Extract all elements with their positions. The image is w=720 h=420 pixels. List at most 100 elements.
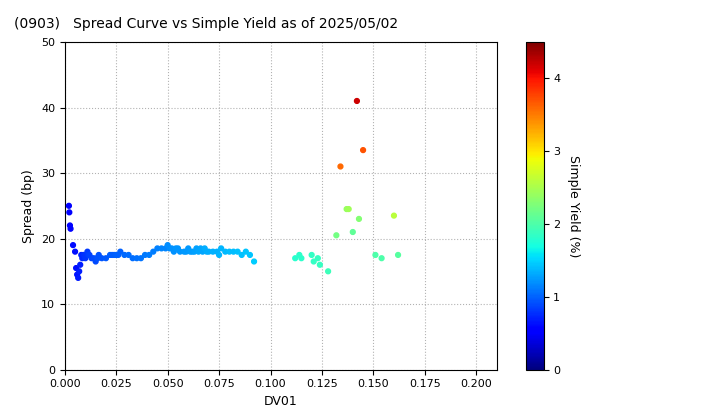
Y-axis label: Simple Yield (%): Simple Yield (%) bbox=[567, 155, 580, 257]
Point bbox=[296, 255, 307, 262]
Point bbox=[156, 245, 167, 252]
Point bbox=[220, 248, 231, 255]
Point bbox=[84, 252, 95, 258]
Point bbox=[201, 248, 212, 255]
Point bbox=[164, 245, 176, 252]
Point bbox=[191, 245, 202, 252]
Point bbox=[323, 268, 334, 275]
Point bbox=[388, 212, 400, 219]
Point bbox=[392, 252, 404, 258]
Point bbox=[213, 252, 225, 258]
Point bbox=[312, 255, 323, 262]
Point bbox=[80, 255, 91, 262]
Point bbox=[199, 245, 210, 252]
Point bbox=[248, 258, 260, 265]
Point bbox=[160, 245, 171, 252]
Point bbox=[71, 271, 83, 278]
Point bbox=[224, 248, 235, 255]
Point bbox=[78, 252, 89, 258]
Point bbox=[96, 255, 107, 262]
Point bbox=[189, 248, 200, 255]
Point bbox=[104, 252, 116, 258]
Point bbox=[63, 202, 75, 209]
Point bbox=[86, 255, 97, 262]
Point bbox=[341, 206, 352, 213]
Text: (0903)   Spread Curve vs Simple Yield as of 2025/05/02: (0903) Spread Curve vs Simple Yield as o… bbox=[14, 17, 399, 31]
Point bbox=[347, 228, 359, 235]
Point bbox=[74, 261, 86, 268]
Point bbox=[186, 248, 198, 255]
Point bbox=[110, 252, 122, 258]
Point bbox=[184, 248, 196, 255]
Point bbox=[100, 255, 112, 262]
Point bbox=[131, 255, 143, 262]
Point bbox=[112, 252, 124, 258]
Point bbox=[76, 252, 87, 258]
Point bbox=[166, 245, 178, 252]
Point bbox=[143, 252, 155, 258]
Point bbox=[152, 245, 163, 252]
Point bbox=[168, 248, 179, 255]
Point bbox=[195, 245, 207, 252]
Point bbox=[63, 209, 75, 216]
Point bbox=[351, 97, 363, 104]
Point bbox=[76, 255, 88, 262]
Point bbox=[88, 255, 99, 262]
X-axis label: DV01: DV01 bbox=[264, 395, 297, 408]
Point bbox=[65, 226, 76, 232]
Point bbox=[123, 252, 135, 258]
Point bbox=[215, 245, 227, 252]
Point bbox=[179, 248, 190, 255]
Y-axis label: Spread (bp): Spread (bp) bbox=[22, 169, 35, 243]
Point bbox=[81, 252, 92, 258]
Point bbox=[170, 245, 181, 252]
Point bbox=[289, 255, 301, 262]
Point bbox=[369, 252, 381, 258]
Point bbox=[376, 255, 387, 262]
Point bbox=[314, 261, 325, 268]
Point bbox=[92, 255, 104, 262]
Point bbox=[90, 258, 102, 265]
Point bbox=[107, 252, 118, 258]
Point bbox=[335, 163, 346, 170]
Point bbox=[162, 242, 174, 249]
Point bbox=[244, 252, 256, 258]
Point bbox=[148, 248, 159, 255]
Point bbox=[71, 265, 82, 271]
Point bbox=[64, 222, 76, 229]
Point bbox=[182, 245, 194, 252]
Point bbox=[135, 255, 147, 262]
Point bbox=[83, 252, 94, 258]
Point bbox=[174, 248, 186, 255]
Point bbox=[306, 252, 318, 258]
Point bbox=[127, 255, 138, 262]
Point bbox=[203, 248, 215, 255]
Point bbox=[119, 252, 130, 258]
Point bbox=[197, 248, 208, 255]
Point bbox=[330, 232, 342, 239]
Point bbox=[357, 147, 369, 153]
Point bbox=[73, 268, 85, 275]
Point bbox=[69, 248, 81, 255]
Point bbox=[114, 248, 126, 255]
Point bbox=[240, 248, 251, 255]
Point bbox=[91, 255, 102, 262]
Point bbox=[78, 252, 90, 258]
Point bbox=[193, 248, 204, 255]
Point bbox=[294, 252, 305, 258]
Point bbox=[228, 248, 239, 255]
Point bbox=[139, 252, 150, 258]
Point bbox=[172, 245, 184, 252]
Point bbox=[93, 252, 104, 258]
Point bbox=[109, 252, 120, 258]
Point bbox=[354, 215, 365, 222]
Point bbox=[236, 252, 248, 258]
Point bbox=[67, 242, 78, 249]
Point bbox=[343, 206, 354, 213]
Point bbox=[232, 248, 243, 255]
Point bbox=[73, 275, 84, 281]
Point bbox=[211, 248, 222, 255]
Point bbox=[308, 258, 320, 265]
Point bbox=[207, 248, 219, 255]
Point bbox=[81, 248, 93, 255]
